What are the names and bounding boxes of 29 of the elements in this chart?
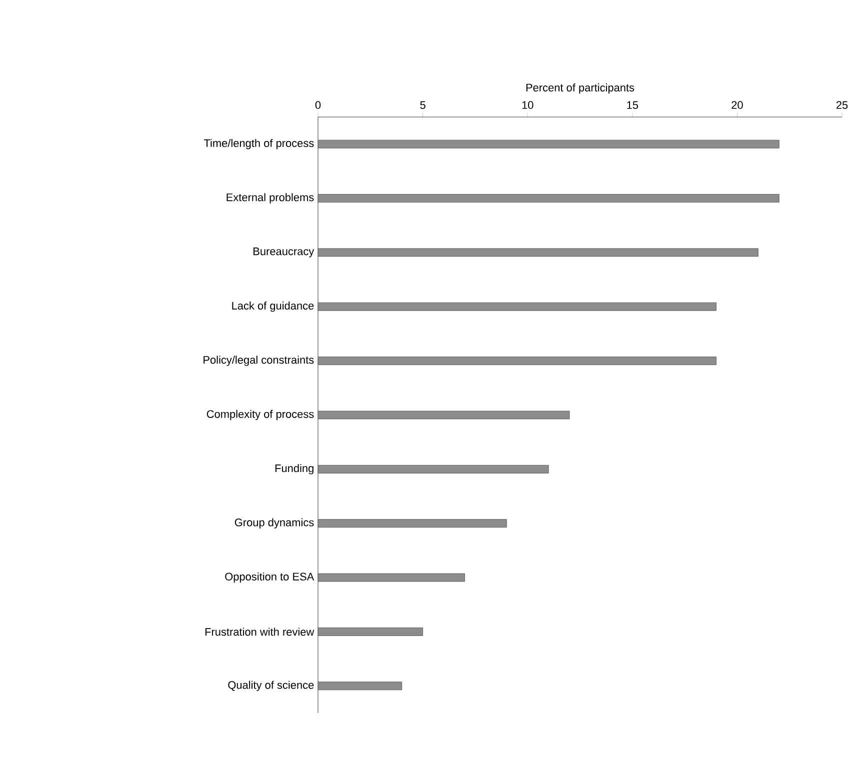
x-tick-label: 15 (627, 101, 638, 109)
bar (318, 248, 758, 257)
y-tick-label: Opposition to ESA (225, 572, 314, 583)
bar (318, 628, 424, 636)
x-tick-label: 0 (315, 101, 321, 109)
bar (318, 194, 780, 202)
x-tick-label: 10 (522, 101, 534, 109)
bar (318, 682, 402, 690)
x-axis-title: Percent of participants (526, 83, 634, 94)
bar (318, 573, 465, 582)
x-tick-label: 20 (732, 101, 743, 109)
bar (318, 302, 716, 311)
y-tick-label: Bureaucracy (254, 248, 314, 258)
y-tick-label: External problems (226, 193, 314, 204)
y-tick-label: Funding (275, 464, 314, 474)
y-tick-label: Lack of guidance (232, 302, 314, 312)
y-tick-label: Group dynamics (234, 518, 314, 528)
y-tick-label: Frustration with review (205, 628, 314, 636)
y-tick-label: Complexity of process (206, 410, 314, 420)
x-tick-label: 5 (420, 101, 426, 109)
bar (318, 356, 716, 366)
y-tick-label: Quality of science (228, 680, 314, 692)
bar (318, 410, 570, 420)
x-tick-label: 25 (836, 101, 848, 109)
y-tick-label: Time/length of process (204, 138, 314, 150)
bar (318, 464, 549, 474)
y-tick-label: Policy/legal constraints (204, 356, 314, 366)
bar (318, 140, 780, 148)
bar (318, 519, 507, 528)
